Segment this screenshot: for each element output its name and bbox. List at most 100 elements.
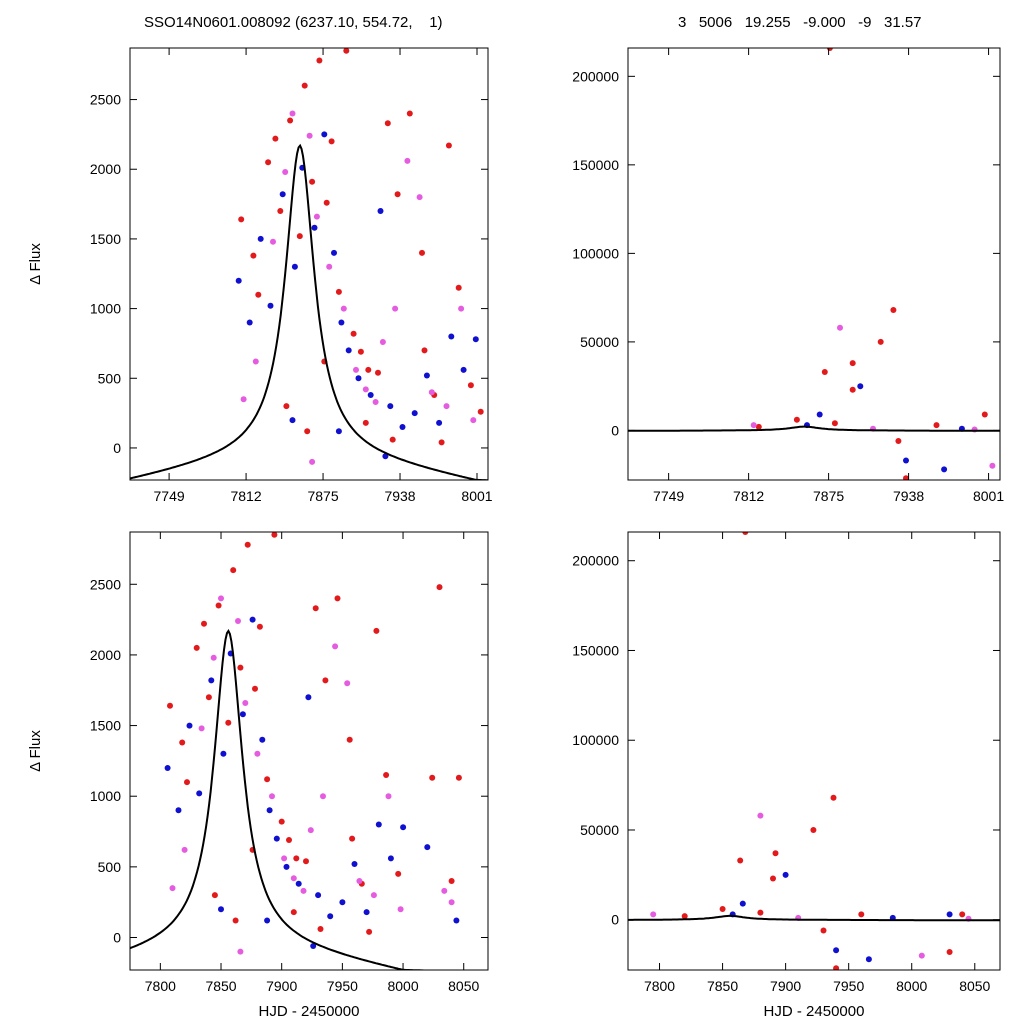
point-red-26 [467, 382, 474, 389]
point-red-34 [290, 909, 297, 916]
point-red-12 [946, 949, 953, 955]
point-red-4 [201, 620, 207, 627]
point-red-7 [959, 911, 966, 918]
point-blue-15 [387, 403, 394, 410]
point-red-9 [793, 416, 800, 423]
point-magenta-16 [428, 389, 435, 396]
y-tick-label: 500 [98, 859, 122, 875]
x-tick-label: 7850 [205, 978, 236, 994]
point-blue-10 [338, 319, 345, 326]
y-tick-label: 200000 [572, 553, 619, 569]
point-blue-20 [375, 821, 382, 828]
point-magenta-9 [281, 855, 288, 862]
point-red-30 [448, 878, 455, 884]
y-axis-label: Δ Flux [27, 243, 44, 285]
point-magenta-20 [309, 458, 316, 465]
point-red-18 [375, 369, 381, 376]
plot-area [628, 532, 1000, 970]
point-red-37 [366, 928, 373, 935]
point-magenta-11 [300, 887, 307, 894]
point-red-16 [357, 348, 364, 355]
x-tick-label: 8000 [896, 978, 927, 994]
point-blue-1 [857, 383, 864, 390]
point-magenta-12 [307, 827, 314, 834]
point-red-4 [272, 135, 279, 142]
point-red-3 [772, 850, 779, 857]
point-blue-19 [436, 419, 443, 426]
point-blue-26 [264, 917, 271, 924]
y-tick-label: 200000 [572, 68, 619, 84]
point-red-0 [238, 216, 245, 223]
x-tick-label: 8001 [461, 488, 492, 504]
point-blue-25 [218, 906, 224, 913]
point-red-6 [287, 117, 294, 124]
y-tick-label: 2500 [90, 92, 121, 108]
point-magenta-6 [313, 213, 320, 220]
point-blue-3 [941, 466, 948, 473]
axes-frame [129, 47, 489, 481]
point-magenta-0 [837, 324, 843, 331]
point-magenta-8 [340, 305, 347, 312]
point-blue-22 [400, 824, 407, 831]
point-red-5 [849, 386, 856, 393]
point-red-13 [264, 776, 271, 783]
point-magenta-13 [392, 305, 399, 312]
point-blue-21 [387, 855, 394, 862]
point-red-5 [277, 208, 284, 214]
point-red-6 [833, 965, 840, 970]
point-red-20 [322, 677, 329, 684]
plot-area [130, 48, 488, 480]
y-tick-label: 1500 [90, 231, 121, 247]
point-magenta-1 [181, 846, 188, 853]
point-magenta-0 [757, 812, 764, 819]
point-magenta-6 [242, 700, 249, 706]
x-tick-label: 7950 [327, 978, 358, 994]
y-tick-label: 150000 [572, 642, 619, 658]
point-magenta-22 [237, 948, 244, 955]
point-red-2 [255, 291, 262, 298]
x-axis-label: HJD - 2450000 [259, 1003, 360, 1020]
y-tick-label: 1000 [90, 788, 121, 804]
x-tick-label: 8001 [973, 488, 1004, 504]
point-blue-8 [249, 616, 256, 623]
point-red-4 [821, 369, 828, 375]
point-magenta-15 [416, 194, 423, 201]
point-red-27 [436, 584, 443, 591]
point-blue-13 [367, 392, 374, 398]
point-red-11 [323, 199, 330, 206]
point-blue-20 [448, 333, 455, 340]
point-red-36 [349, 835, 356, 842]
point-red-15 [350, 330, 357, 337]
point-magenta-3 [918, 952, 925, 959]
point-red-15 [278, 818, 285, 825]
point-red-13 [681, 913, 688, 920]
point-red-31 [211, 892, 218, 899]
point-magenta-12 [379, 339, 386, 345]
y-tick-label: 150000 [572, 157, 619, 173]
point-magenta-9 [353, 366, 359, 373]
point-red-9 [719, 906, 726, 912]
point-red-0 [742, 532, 749, 535]
point-blue-27 [310, 943, 317, 949]
point-magenta-19 [397, 906, 404, 913]
y-tick-label: 1500 [90, 718, 121, 734]
point-magenta-7 [326, 263, 333, 270]
point-blue-17 [339, 899, 346, 906]
point-red-27 [477, 408, 484, 415]
point-red-34 [438, 439, 445, 446]
point-magenta-1 [750, 422, 757, 429]
point-magenta-1 [252, 358, 259, 365]
point-red-11 [895, 438, 902, 444]
chart-top-left: 7749 7812 7875 7938 8001 0 500 1000 1500 2000 2500… [27, 47, 493, 504]
point-blue-4 [279, 191, 286, 198]
model-curve [130, 629, 454, 970]
x-axis-label: HJD - 2450000 [764, 1003, 865, 1020]
axes-frame [129, 531, 489, 971]
point-blue-0 [816, 411, 823, 418]
point-red-7 [296, 233, 303, 240]
x-tick-label: 8000 [387, 978, 418, 994]
y-tick-label: 1000 [90, 301, 121, 317]
x-tick-label: 7800 [145, 978, 176, 994]
point-magenta-11 [372, 399, 379, 405]
